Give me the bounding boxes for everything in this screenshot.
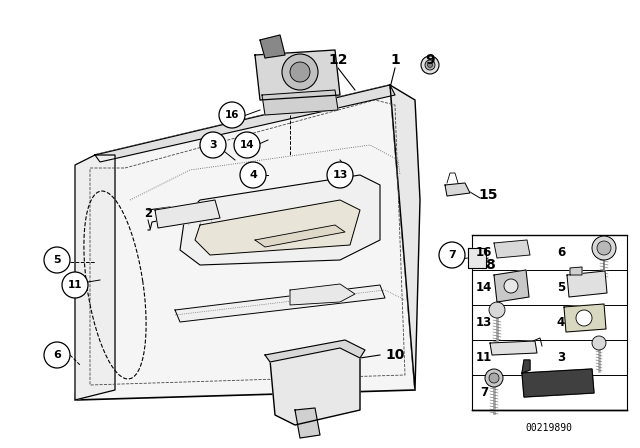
Text: 5: 5 bbox=[557, 280, 565, 293]
Polygon shape bbox=[255, 225, 345, 247]
Text: 11: 11 bbox=[476, 350, 492, 363]
Polygon shape bbox=[95, 85, 395, 162]
Circle shape bbox=[327, 162, 353, 188]
Text: 8: 8 bbox=[485, 258, 495, 272]
Text: 7: 7 bbox=[480, 385, 488, 399]
Text: 2: 2 bbox=[144, 207, 152, 220]
Circle shape bbox=[489, 373, 499, 383]
Polygon shape bbox=[494, 240, 530, 258]
Text: 13: 13 bbox=[332, 170, 348, 180]
Polygon shape bbox=[564, 304, 606, 332]
Polygon shape bbox=[570, 267, 582, 275]
Text: 10: 10 bbox=[385, 348, 404, 362]
Circle shape bbox=[504, 279, 518, 293]
Circle shape bbox=[62, 272, 88, 298]
Polygon shape bbox=[290, 284, 355, 305]
Polygon shape bbox=[295, 408, 320, 438]
Polygon shape bbox=[522, 360, 530, 373]
Circle shape bbox=[489, 302, 505, 318]
Polygon shape bbox=[155, 200, 220, 228]
Circle shape bbox=[219, 102, 245, 128]
Polygon shape bbox=[260, 35, 285, 58]
Polygon shape bbox=[175, 285, 385, 322]
Text: 15: 15 bbox=[478, 188, 498, 202]
Text: 3: 3 bbox=[557, 350, 565, 363]
Circle shape bbox=[421, 56, 439, 74]
Polygon shape bbox=[75, 155, 115, 400]
Circle shape bbox=[597, 241, 611, 255]
Text: 00219890: 00219890 bbox=[525, 423, 573, 433]
Text: 16: 16 bbox=[225, 110, 239, 120]
Polygon shape bbox=[270, 345, 360, 425]
Text: 4: 4 bbox=[557, 315, 565, 328]
Text: 6: 6 bbox=[53, 350, 61, 360]
Circle shape bbox=[592, 336, 606, 350]
Polygon shape bbox=[255, 50, 340, 100]
Polygon shape bbox=[445, 183, 470, 196]
Circle shape bbox=[425, 60, 435, 70]
Circle shape bbox=[485, 369, 503, 387]
Polygon shape bbox=[262, 90, 338, 115]
Text: 6: 6 bbox=[557, 246, 565, 258]
Text: 1: 1 bbox=[390, 53, 400, 67]
Polygon shape bbox=[494, 270, 529, 302]
Circle shape bbox=[44, 247, 70, 273]
Circle shape bbox=[234, 132, 260, 158]
Circle shape bbox=[290, 62, 310, 82]
Text: 7: 7 bbox=[448, 250, 456, 260]
Circle shape bbox=[200, 132, 226, 158]
Polygon shape bbox=[567, 271, 607, 297]
Polygon shape bbox=[75, 85, 415, 400]
Text: 3: 3 bbox=[209, 140, 217, 150]
Text: 16: 16 bbox=[476, 246, 492, 258]
Circle shape bbox=[576, 310, 592, 326]
Polygon shape bbox=[390, 85, 420, 390]
Circle shape bbox=[240, 162, 266, 188]
Polygon shape bbox=[195, 200, 360, 255]
Polygon shape bbox=[468, 248, 486, 268]
Text: 9: 9 bbox=[425, 53, 435, 67]
Circle shape bbox=[44, 342, 70, 368]
Circle shape bbox=[439, 242, 465, 268]
Text: 5: 5 bbox=[53, 255, 61, 265]
Polygon shape bbox=[522, 369, 594, 397]
Text: 13: 13 bbox=[476, 315, 492, 328]
Text: 11: 11 bbox=[68, 280, 83, 290]
Polygon shape bbox=[265, 340, 365, 362]
Circle shape bbox=[282, 54, 318, 90]
Polygon shape bbox=[180, 175, 380, 265]
Text: 12: 12 bbox=[328, 53, 348, 67]
Circle shape bbox=[592, 236, 616, 260]
Text: 14: 14 bbox=[476, 280, 492, 293]
Circle shape bbox=[428, 63, 433, 68]
Polygon shape bbox=[490, 341, 537, 355]
Text: 14: 14 bbox=[240, 140, 254, 150]
Text: 4: 4 bbox=[249, 170, 257, 180]
